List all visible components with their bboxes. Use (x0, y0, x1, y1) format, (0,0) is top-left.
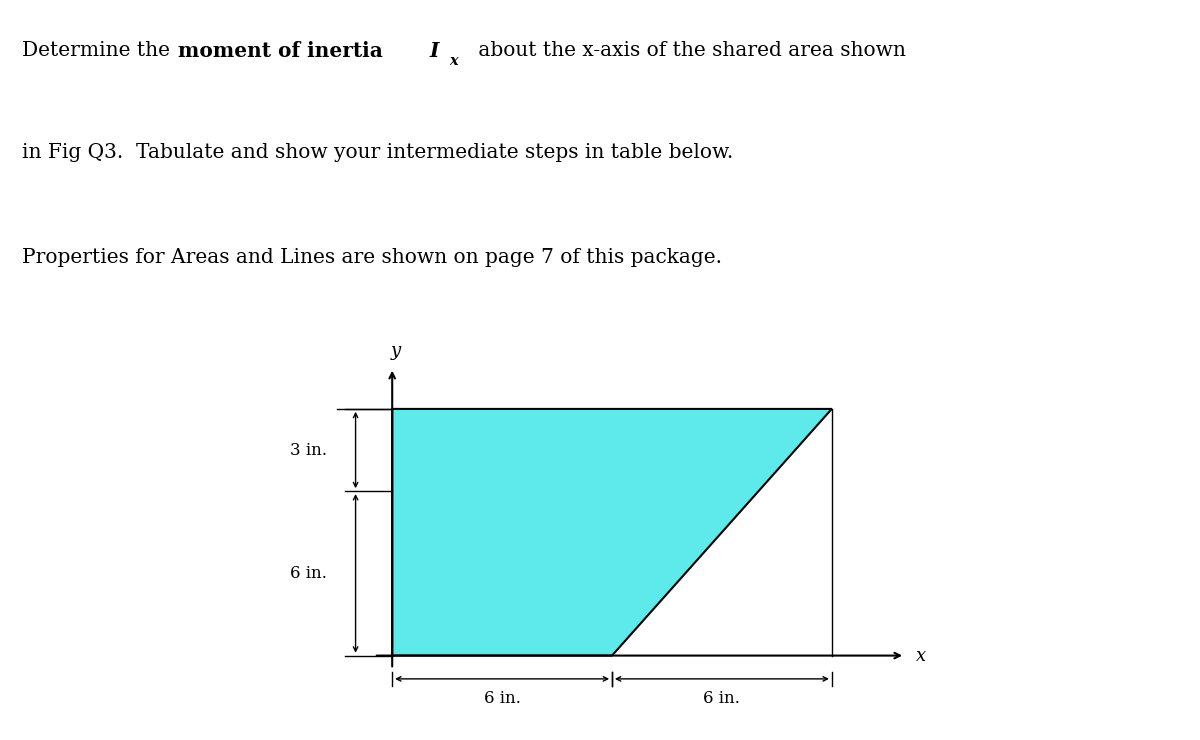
Text: y: y (391, 342, 401, 360)
Text: x: x (916, 647, 926, 665)
Text: I: I (430, 41, 439, 61)
Text: moment of inertia: moment of inertia (178, 41, 390, 61)
Text: 6 in.: 6 in. (484, 690, 521, 707)
Text: 3 in.: 3 in. (289, 442, 326, 459)
Text: Determine the: Determine the (22, 41, 176, 60)
Text: 6 in.: 6 in. (289, 565, 326, 582)
Text: in Fig Q3.  Tabulate and show your intermediate steps in table below.: in Fig Q3. Tabulate and show your interm… (22, 143, 733, 162)
Text: Properties for Areas and Lines are shown on page 7 of this package.: Properties for Areas and Lines are shown… (22, 249, 721, 267)
Text: x: x (449, 55, 457, 69)
Polygon shape (392, 409, 832, 656)
Text: about the x-axis of the shared area shown: about the x-axis of the shared area show… (472, 41, 906, 60)
Text: 6 in.: 6 in. (703, 690, 740, 707)
